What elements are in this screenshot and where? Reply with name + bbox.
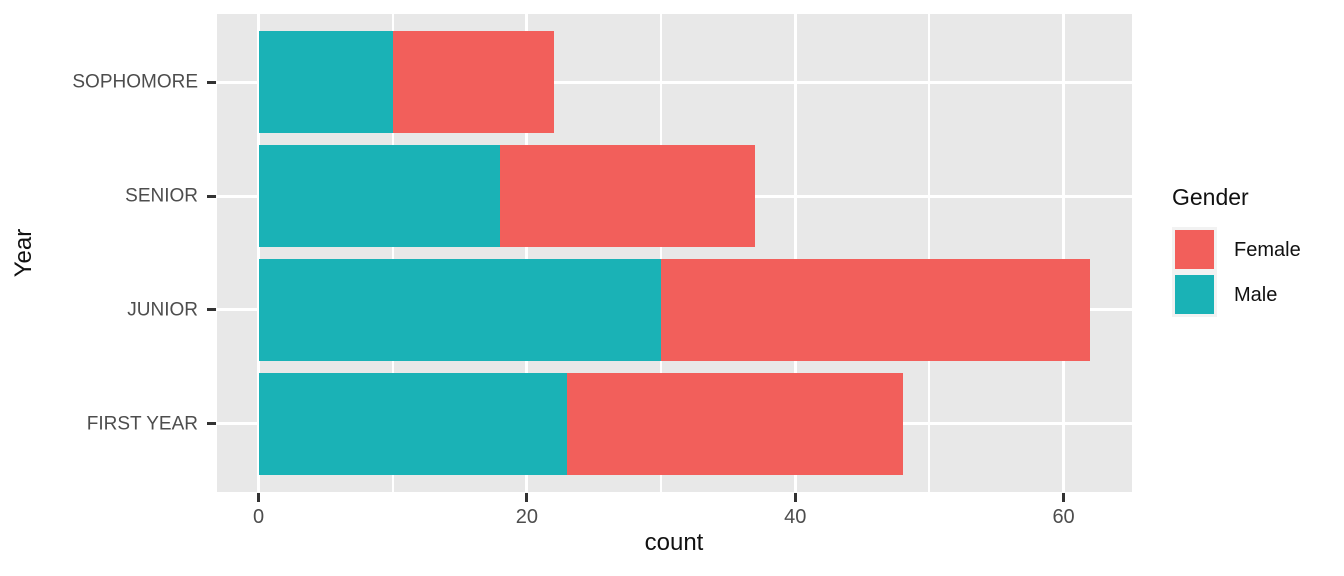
legend-label-female: Female — [1234, 238, 1301, 261]
x-axis-title: count — [644, 529, 704, 556]
gridline-major-horizontal — [217, 80, 1132, 84]
y-axis-title: Year — [10, 228, 37, 278]
y-tick-mark — [207, 194, 216, 198]
bar-segment-male-senior — [258, 144, 501, 248]
y-tick-label-senior: SENIOR — [125, 185, 198, 207]
bar-segment-female-first-year — [567, 372, 903, 475]
female-swatch-icon — [1175, 230, 1214, 269]
x-tick-mark — [257, 493, 261, 502]
gridline-major-vertical — [525, 14, 529, 492]
x-tick-mark — [793, 493, 797, 502]
male-swatch-icon — [1175, 275, 1214, 314]
bar-segment-female-junior — [661, 258, 1091, 362]
y-tick-label-junior: JUNIOR — [127, 299, 198, 321]
gridline-major-vertical — [257, 14, 261, 492]
gridline-major-vertical — [793, 14, 797, 492]
bar-segment-female-sophomore — [392, 31, 554, 134]
y-tick-label-first-year: FIRST YEAR — [86, 413, 198, 435]
x-tick-label: 20 — [515, 506, 539, 528]
x-tick-label: 0 — [253, 506, 265, 528]
bar-segment-male-first-year — [258, 372, 568, 475]
gridline-minor-vertical — [660, 14, 663, 492]
bar-segment-male-junior — [258, 258, 662, 362]
legend-entry-female: Female — [1172, 227, 1301, 272]
plot-panel — [217, 14, 1132, 492]
x-tick-label: 60 — [1052, 506, 1075, 528]
legend-entry-male: Male — [1172, 272, 1301, 317]
bar-segment-male-sophomore — [258, 31, 393, 134]
y-tick-mark — [207, 422, 216, 426]
gridline-minor-vertical — [391, 14, 394, 492]
y-tick-label-sophomore: SOPHOMORE — [72, 71, 198, 93]
legend-label-male: Male — [1234, 283, 1278, 306]
legend: Gender Female Male — [1172, 186, 1301, 317]
legend-key — [1172, 272, 1217, 317]
x-tick-label: 40 — [784, 506, 807, 528]
gridline-major-vertical — [1062, 14, 1066, 492]
y-tick-mark — [207, 308, 216, 312]
legend-key — [1172, 227, 1217, 272]
bar-segment-female-senior — [500, 144, 755, 248]
legend-title: Gender — [1172, 184, 1249, 210]
gridline-minor-vertical — [928, 14, 931, 492]
y-tick-mark — [207, 80, 216, 84]
x-tick-mark — [525, 493, 529, 502]
x-tick-mark — [1062, 493, 1066, 502]
